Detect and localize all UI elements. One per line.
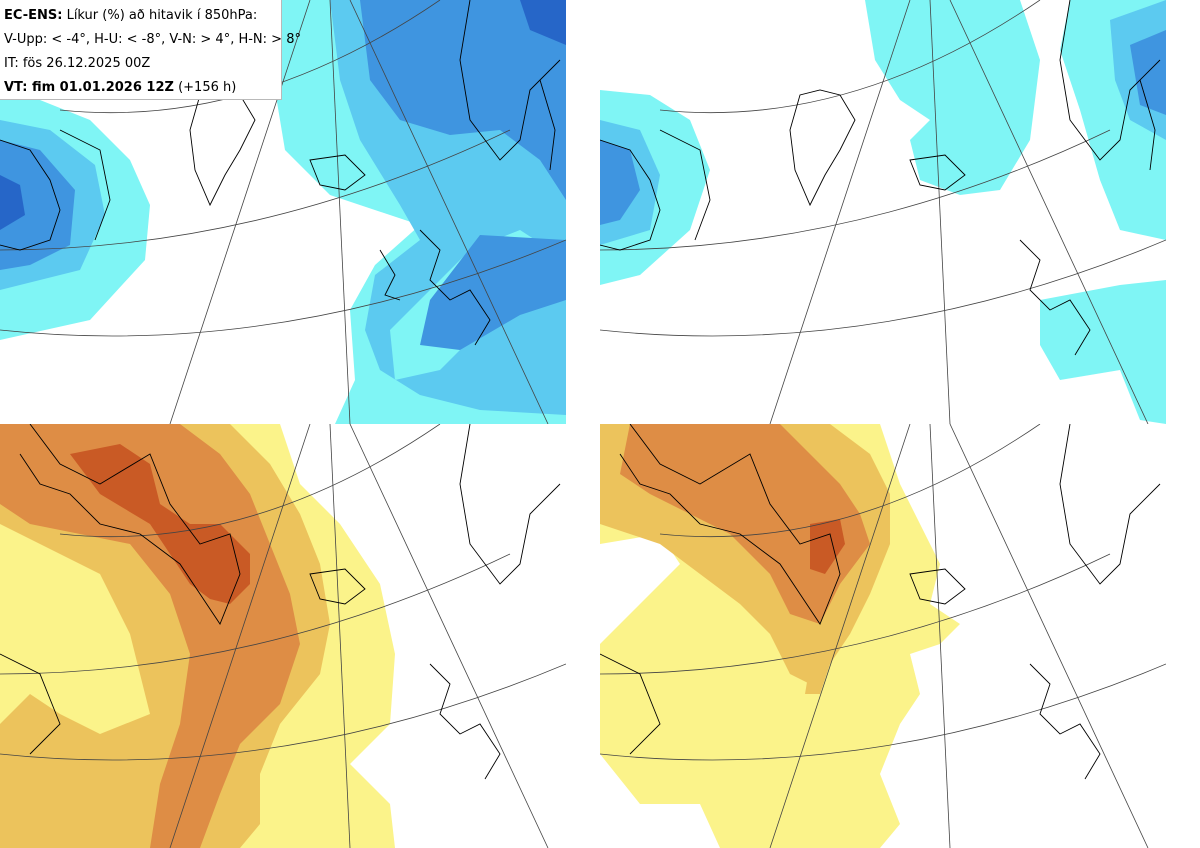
prob-area-65 (620, 424, 870, 624)
prob-area-65 (600, 140, 640, 225)
map-cold-minus8 (600, 0, 1166, 424)
prob-area-65 (0, 140, 75, 270)
prob-area-95 (0, 175, 25, 230)
prob-area-5 (865, 0, 1040, 195)
prob-area-65 (420, 235, 566, 350)
info-box: EC-ENS: Líkur (%) að hitavik í 850hPa: V… (0, 0, 301, 100)
coastlines (600, 0, 1161, 356)
valid-time: VT: fim 01.01.2026 12Z (4, 80, 174, 95)
map-warm-plus4 (0, 424, 566, 848)
panel-top-left: 1009565355 (0, 0, 566, 424)
panel-bottom-right: 1009565355 (600, 424, 1166, 848)
graticule (0, 424, 566, 848)
description-text: Líkur (%) að hitavik í 850hPa: (66, 8, 258, 23)
legend-line: V-Upp: < -4°, H-U: < -8°, V-N: > 4°, H-N… (4, 32, 301, 47)
lead-time: (+156 h) (178, 80, 237, 95)
title-line: EC-ENS: Líkur (%) að hitavik í 850hPa: (4, 4, 281, 28)
prob-area-95 (810, 519, 845, 574)
panel-bottom-left: 1009565355 (0, 424, 566, 848)
map-warm-plus8 (600, 424, 1166, 848)
prob-area-95 (70, 444, 250, 604)
valid-time-line: VT: fim 01.01.2026 12Z (+156 h) (4, 76, 281, 100)
coastlines (600, 424, 1161, 780)
prob-area-65 (360, 0, 566, 200)
prob-area-35 (805, 664, 830, 694)
prob-area-5 (1040, 280, 1166, 424)
panel-top-right: 1009565355 (600, 0, 1166, 424)
init-time: IT: fös 26.12.2025 00Z (4, 56, 151, 71)
model-label: EC-ENS: (4, 8, 63, 23)
graticule (600, 0, 1166, 424)
coastlines (0, 0, 561, 346)
prob-area-95 (520, 0, 566, 45)
coastlines (0, 424, 561, 780)
graticule (600, 424, 1166, 848)
map-cold-minus4 (0, 0, 566, 424)
